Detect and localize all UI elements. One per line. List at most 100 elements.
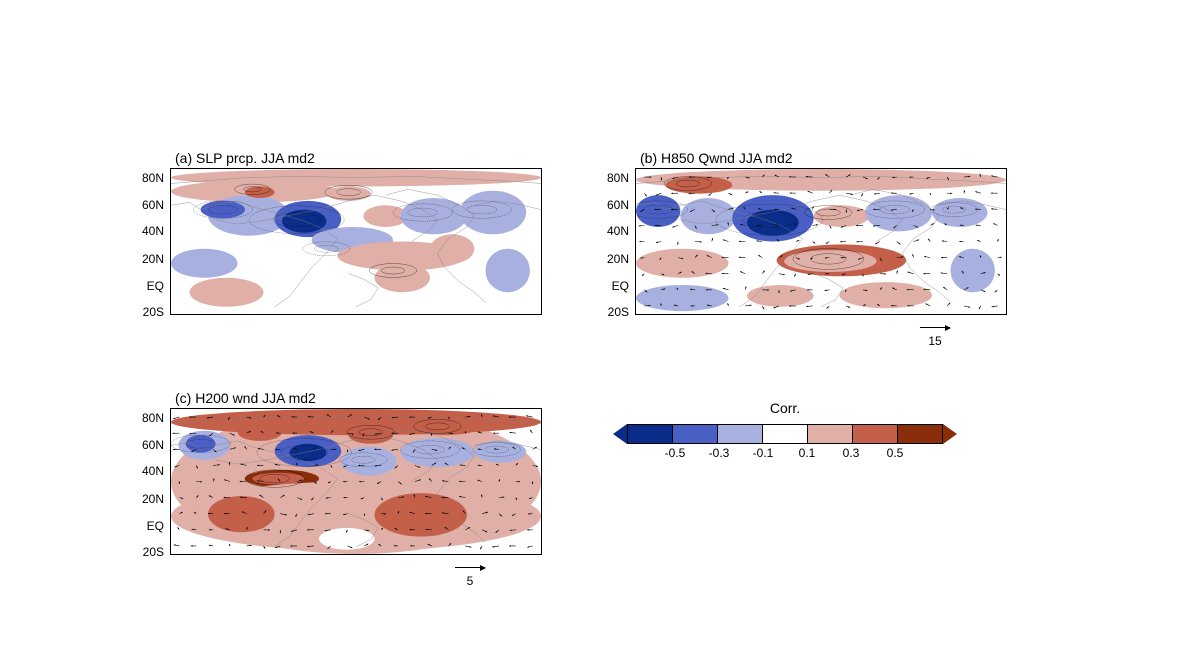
y-tick-label: 60N (607, 199, 629, 211)
colorbar-tick-label: 0.3 (843, 446, 860, 460)
y-tick-label: 20N (142, 493, 164, 505)
y-tick-label: 60N (142, 439, 164, 451)
y-tick-mark (170, 419, 171, 420)
colorbar-tick-label: -0.1 (753, 446, 774, 460)
colorbar-swatch (628, 425, 672, 443)
panel-a: (a) SLP prcp. JJA md2 80N 60N 40N 20N EQ 20S 06… (135, 150, 542, 315)
panel-b: (b) H850 Qwnd JJA md2 80N 60N 40N 20N EQ 20S 06… (600, 150, 1007, 315)
x-tick-mark (233, 314, 234, 315)
y-tick-mark (170, 205, 171, 206)
y-tick-mark (170, 551, 171, 552)
x-tick-mark (418, 314, 419, 315)
panel-title-c: (c) H200 wnd JJA md2 (135, 390, 542, 406)
reference-vector-c: 5 (455, 560, 485, 588)
x-tick-mark (944, 314, 945, 315)
colorbar-title: Corr. (600, 400, 970, 416)
x-tick-mark (356, 554, 357, 555)
x-tick-mark (418, 554, 419, 555)
y-tick-label: EQ (147, 520, 164, 532)
y-tick-label: EQ (612, 280, 629, 292)
y-tick-mark (170, 285, 171, 286)
ref-vector-label: 5 (455, 574, 485, 588)
colorbar-swatch (897, 425, 942, 443)
map-frame-a: 060E120E180120W60W0 (170, 168, 542, 315)
corr-region (190, 278, 264, 307)
y-tick-mark (635, 311, 636, 312)
ref-arrow-icon (920, 327, 950, 328)
colorbar-swatch (852, 425, 897, 443)
colorbar-swatch (717, 425, 762, 443)
ref-vector-label: 15 (920, 334, 950, 348)
vector-field (171, 409, 541, 554)
y-tick-label: 20S (143, 306, 164, 318)
y-tick-mark (635, 179, 636, 180)
corr-region (375, 263, 431, 292)
y-tick-mark (635, 231, 636, 232)
corr-region (245, 186, 275, 198)
corr-region (430, 234, 474, 263)
map-frame-b: 060E120E180120W60W0 (635, 168, 1007, 315)
colorbar-tri-right (943, 424, 957, 444)
x-tick-mark (479, 314, 480, 315)
corr-region (460, 191, 527, 235)
coastline (349, 273, 379, 306)
x-tick-mark (541, 554, 542, 555)
colorbar-swatch (807, 425, 852, 443)
x-tick-mark (356, 314, 357, 315)
y-tick-mark (170, 525, 171, 526)
y-tick-label: 60N (142, 199, 164, 211)
y-tick-mark (170, 179, 171, 180)
x-tick-mark (233, 554, 234, 555)
x-tick-mark (759, 314, 760, 315)
panel-c: (c) H200 wnd JJA md2 80N 60N 40N 20N EQ 20S 060… (135, 390, 542, 555)
x-tick-mark (1006, 314, 1007, 315)
y-tick-label: 20S (143, 546, 164, 558)
panel-title-a: (a) SLP prcp. JJA md2 (135, 150, 542, 166)
x-tick-mark (479, 554, 480, 555)
reference-vector-b: 15 (920, 320, 950, 348)
colorbar: Corr. -0.5 -0.3 -0.1 0.1 0.3 0.5 (600, 400, 970, 460)
colorbar-labels: -0.5 -0.3 -0.1 0.1 0.3 0.5 (631, 444, 939, 460)
y-tick-mark (170, 311, 171, 312)
colorbar-tick-label: 0.5 (887, 446, 904, 460)
y-tick-mark (170, 259, 171, 260)
y-tick-mark (170, 231, 171, 232)
colorbar-tick-label: 0.1 (799, 446, 816, 460)
colorbar-tick-label: -0.5 (665, 446, 686, 460)
x-tick-mark (821, 314, 822, 315)
y-tick-label: 40N (607, 225, 629, 237)
y-tick-label: 80N (607, 172, 629, 184)
x-tick-mark (698, 314, 699, 315)
y-tick-label: 20S (608, 306, 629, 318)
y-tick-mark (170, 445, 171, 446)
y-tick-mark (635, 259, 636, 260)
x-tick-mark (541, 314, 542, 315)
corr-region (400, 198, 467, 234)
y-tick-label: 20N (142, 253, 164, 265)
x-tick-mark (636, 314, 637, 315)
corr-region (171, 249, 238, 278)
colorbar-swatch (672, 425, 717, 443)
y-tick-mark (635, 205, 636, 206)
x-tick-mark (171, 314, 172, 315)
y-tick-label: 40N (142, 225, 164, 237)
colorbar-tri-left (613, 424, 627, 444)
colorbar-bar (627, 424, 943, 444)
panel-title-b: (b) H850 Qwnd JJA md2 (600, 150, 1007, 166)
y-tick-label: 80N (142, 172, 164, 184)
ref-arrow-icon (455, 567, 485, 568)
y-tick-label: 40N (142, 465, 164, 477)
y-tick-mark (170, 471, 171, 472)
map-frame-c: 060E120E180120W60W0 (170, 408, 542, 555)
corr-region (486, 249, 530, 293)
colorbar-swatch (762, 425, 807, 443)
x-tick-mark (294, 314, 295, 315)
y-tick-label: 80N (142, 412, 164, 424)
x-tick-mark (294, 554, 295, 555)
y-tick-mark (635, 285, 636, 286)
vector-field (636, 169, 1006, 314)
y-tick-label: EQ (147, 280, 164, 292)
colorbar-tick-label: -0.3 (709, 446, 730, 460)
y-tick-label: 20N (607, 253, 629, 265)
y-tick-mark (170, 499, 171, 500)
